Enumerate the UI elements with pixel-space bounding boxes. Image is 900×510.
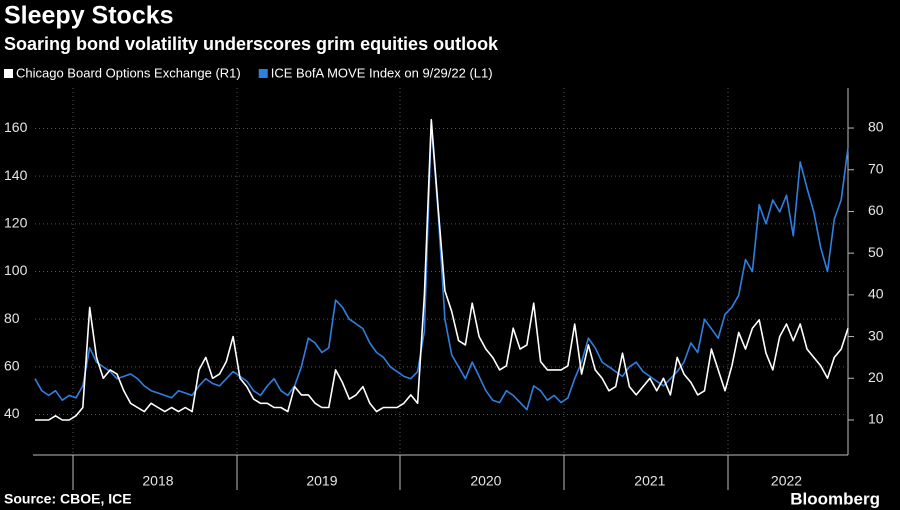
y-tick-label: 80: [4, 310, 20, 326]
x-tick-label: 2019: [306, 473, 337, 489]
y-tick-label: 160: [4, 119, 28, 135]
legend-label: Chicago Board Options Exchange (R1): [16, 65, 241, 80]
series-line: [35, 118, 849, 421]
legend-swatch: [4, 69, 13, 78]
brand: Bloomberg: [790, 489, 880, 508]
y-tick-label: 60: [4, 358, 20, 374]
y-tick-label: 140: [4, 167, 28, 183]
chart-subtitle: Soaring bond volatility underscores grim…: [4, 34, 499, 54]
y-tick-label: 120: [4, 215, 28, 231]
y2-tick-label: 10: [868, 411, 884, 427]
y2-tick-label: 50: [868, 244, 884, 260]
year-separators: [72, 88, 729, 490]
x-tick-label: 2022: [771, 473, 802, 489]
y2-tick-label: 60: [868, 202, 884, 218]
legend: Chicago Board Options Exchange (R1) ICE B…: [4, 65, 493, 80]
y-tick-label: 40: [4, 405, 20, 421]
legend-swatch: [258, 69, 268, 78]
x-tick-label: 2021: [634, 473, 665, 489]
y2-tick-label: 70: [868, 160, 884, 176]
legend-label: ICE BofA MOVE Index on 9/29/22 (L1): [271, 65, 493, 80]
y2-tick-label: 40: [868, 286, 884, 302]
y2-tick-label: 30: [868, 327, 884, 343]
x-tick-label: 2020: [470, 473, 501, 489]
x-tick-label: 2018: [142, 473, 173, 489]
y2-tick-label: 80: [868, 119, 884, 135]
y2-tick-label: 20: [868, 369, 884, 385]
chart-title: Sleepy Stocks: [4, 2, 174, 30]
y-tick-label: 100: [4, 262, 28, 278]
source-note: Source: CBOE, ICE: [4, 491, 132, 507]
series-line: [34, 122, 849, 411]
